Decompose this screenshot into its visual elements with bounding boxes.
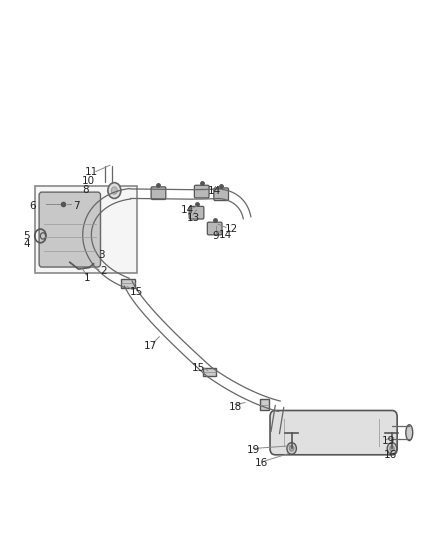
Circle shape: [108, 183, 121, 198]
Text: 12: 12: [225, 223, 238, 233]
Text: 18: 18: [229, 402, 242, 413]
Text: 2: 2: [100, 266, 106, 276]
Text: 14: 14: [219, 230, 233, 240]
FancyBboxPatch shape: [39, 192, 100, 267]
Text: 14: 14: [181, 205, 194, 215]
FancyBboxPatch shape: [270, 410, 397, 455]
FancyBboxPatch shape: [151, 187, 166, 199]
Ellipse shape: [406, 425, 413, 441]
FancyBboxPatch shape: [214, 188, 229, 200]
Text: 9: 9: [212, 231, 219, 241]
Bar: [35, 186, 137, 273]
Text: 11: 11: [85, 166, 98, 176]
FancyBboxPatch shape: [189, 206, 204, 219]
Text: 6: 6: [29, 201, 35, 211]
Text: 5: 5: [23, 231, 30, 241]
Text: 15: 15: [191, 364, 205, 373]
FancyBboxPatch shape: [194, 185, 209, 198]
Text: 16: 16: [384, 450, 397, 461]
Text: 7: 7: [73, 201, 79, 211]
Circle shape: [287, 443, 297, 454]
Text: 14: 14: [208, 186, 221, 196]
Circle shape: [387, 443, 397, 454]
Text: 13: 13: [187, 213, 200, 223]
Text: 10: 10: [82, 176, 95, 186]
Bar: [260, 399, 269, 410]
Circle shape: [390, 446, 394, 451]
Text: 1: 1: [84, 273, 90, 283]
Text: 8: 8: [82, 185, 89, 195]
Text: 4: 4: [23, 239, 30, 249]
Text: 19: 19: [247, 445, 260, 455]
Text: 17: 17: [144, 341, 157, 351]
Text: 3: 3: [98, 250, 105, 260]
Text: 19: 19: [382, 435, 395, 446]
Circle shape: [290, 446, 294, 451]
Bar: [121, 279, 135, 288]
FancyBboxPatch shape: [207, 222, 222, 235]
Circle shape: [111, 187, 117, 194]
Text: 15: 15: [129, 287, 143, 297]
Text: 16: 16: [254, 458, 268, 468]
Bar: [202, 368, 216, 376]
